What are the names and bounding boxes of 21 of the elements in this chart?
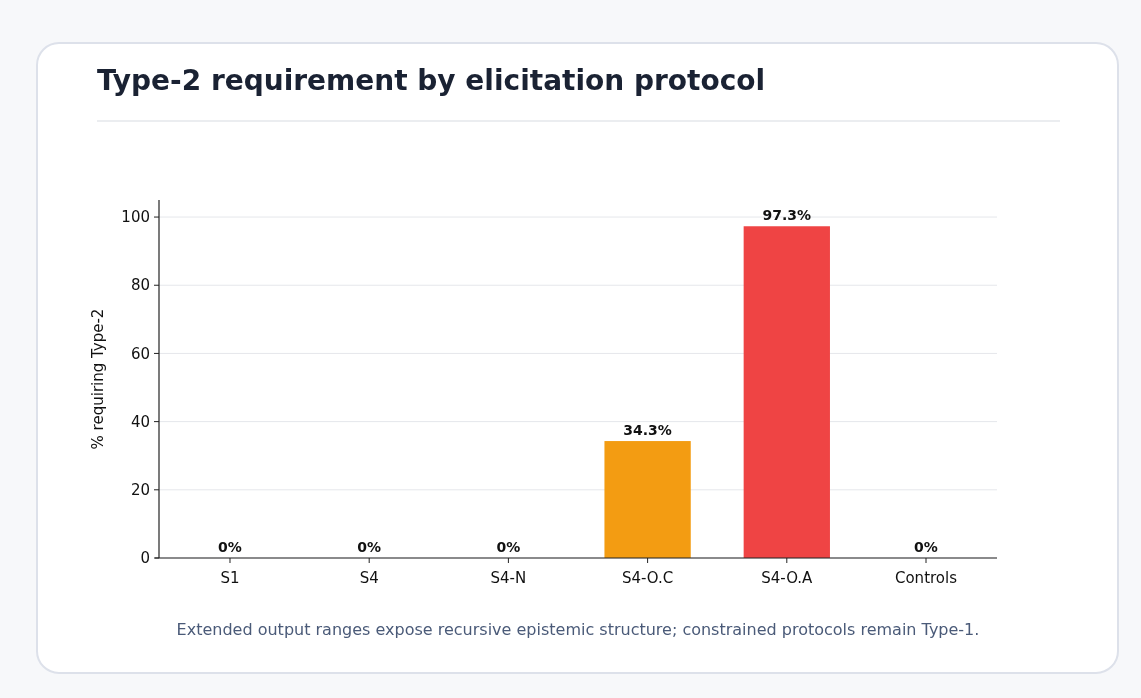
text: Extended output ranges expose recursive epistemic structure; constrained protocols remain Type-1. [176, 620, 980, 639]
x-tick-label: S4-N [490, 569, 527, 587]
y-tick-label: 40 [130, 412, 150, 431]
data-label: 34.3% [623, 422, 672, 439]
x-tick-label: S1 [220, 569, 240, 587]
y-tick-label: 80 [130, 276, 150, 295]
x-tick-label: S4-O.C [621, 569, 674, 587]
x-tick-label: Controls [894, 569, 958, 587]
y-axis-title: % requiring Type-2 [89, 308, 107, 450]
data-label: 97.3% [762, 207, 812, 224]
data-label: 0% [914, 539, 938, 555]
chart-title: Type-2 requirement by elicitation protocol [97, 64, 766, 97]
y-tick-label: 20 [130, 481, 150, 500]
data-label: 0% [496, 539, 521, 555]
data-label: 0% [218, 539, 242, 555]
x-tick-label: S4 [359, 569, 379, 587]
y-tick-label: 100 [121, 208, 150, 227]
data-label: 0% [357, 539, 382, 555]
x-tick-label: S4-O.A [761, 569, 814, 587]
y-tick-label: 0 [140, 549, 150, 568]
y-tick-label: 60 [130, 344, 150, 363]
